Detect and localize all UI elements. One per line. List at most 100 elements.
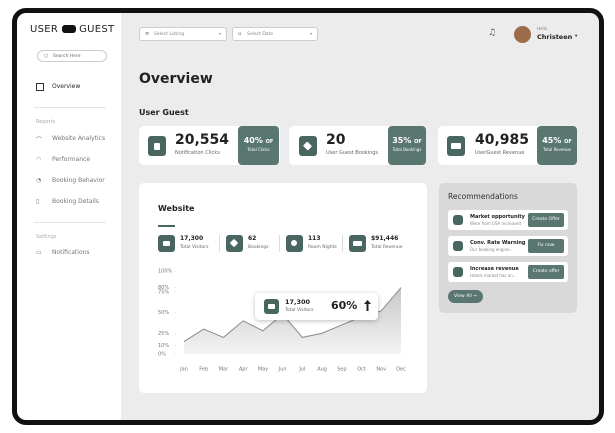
rec-icon bbox=[453, 241, 463, 251]
stat-icon bbox=[158, 235, 175, 252]
glyph bbox=[163, 241, 170, 246]
tooltip-label: Total Visitors bbox=[285, 308, 314, 313]
kpi-card: 20,554 Notification Clicks 40% OF Total … bbox=[139, 126, 280, 165]
kpi-label: Notification Clicks bbox=[175, 150, 220, 156]
nav-item[interactable]: Website Analytics bbox=[52, 135, 106, 142]
avatar[interactable] bbox=[514, 26, 531, 43]
x-tick-label: Aug bbox=[317, 367, 327, 373]
listing-select[interactable]: ≡ Select Listing ▾ bbox=[139, 27, 227, 41]
section-title: User Guest bbox=[139, 108, 189, 117]
kpi-share: 40% OF Total Clicks bbox=[238, 126, 279, 165]
share-label: Total Revenue bbox=[542, 147, 572, 152]
stat-label: Total Visitors bbox=[180, 245, 209, 250]
nav-icon: ▭ bbox=[36, 249, 42, 256]
nav-icon: ⌒ bbox=[36, 137, 43, 144]
share-label: Total Bookings bbox=[392, 147, 422, 152]
date-select[interactable]: ▫ Select Date ▾ bbox=[232, 27, 318, 41]
view-all-text: View All bbox=[454, 294, 472, 299]
kpi-share: 35% OF Total Bookings bbox=[388, 126, 426, 165]
nav-icon: ◠ bbox=[36, 156, 42, 163]
glyph bbox=[291, 240, 297, 246]
tooltip-icon bbox=[264, 299, 279, 314]
y-tick-label: 50% bbox=[158, 310, 169, 316]
recommendation: Increase revenue Hotels market has an...… bbox=[448, 262, 568, 282]
stat-label: Bookings bbox=[248, 245, 269, 250]
kpi-icon bbox=[299, 136, 317, 156]
x-tick-label: Nov bbox=[376, 367, 386, 373]
greeting: Hello bbox=[537, 26, 548, 31]
y-tick-label: 75% bbox=[158, 289, 169, 295]
arrow-icon: → bbox=[473, 294, 477, 299]
stat-icon bbox=[226, 235, 243, 252]
x-tick-label: Dec bbox=[396, 367, 406, 373]
y-tick-label: 80% bbox=[158, 285, 169, 291]
kpi-card: 20 User Guest Bookings 35% OF Total Book… bbox=[289, 126, 426, 165]
share-line: 45% OF bbox=[537, 136, 577, 145]
menu-icon: ≡ bbox=[145, 31, 150, 37]
nav-item[interactable]: Performance bbox=[52, 156, 91, 163]
search-icon: ○ bbox=[44, 53, 49, 59]
view-all-button[interactable]: View All → bbox=[448, 290, 483, 303]
y-tick-label: 10% bbox=[158, 343, 169, 349]
area-fill bbox=[184, 287, 401, 354]
stat-icon bbox=[286, 235, 303, 252]
rec-subtitle: Hotels market has an... bbox=[470, 273, 517, 278]
overview-icon bbox=[36, 83, 44, 91]
website-chart: 0% 10% 25% 50% 75%80% 100% Jan Feb Mar Apr May Jun J… bbox=[158, 269, 406, 373]
stat-value: 62 bbox=[248, 235, 257, 242]
search-box[interactable]: ○ Search Here bbox=[37, 50, 107, 62]
separator bbox=[342, 235, 343, 252]
share-of: OF bbox=[564, 139, 572, 145]
kpi-label: UserGuest Revenue bbox=[475, 150, 525, 156]
search-placeholder: Search Here bbox=[53, 53, 81, 59]
stat-value: 17,300 bbox=[180, 235, 204, 242]
nav-item[interactable]: Booking Details bbox=[52, 198, 99, 205]
rec-action[interactable]: Create offer bbox=[528, 265, 564, 279]
rec-icon bbox=[453, 267, 463, 277]
nav-overview[interactable]: Overview bbox=[52, 83, 81, 90]
share: 35% bbox=[392, 136, 412, 145]
y-tick-label: 100% bbox=[158, 269, 173, 275]
rec-subtitle: Our booking engine... bbox=[470, 247, 514, 252]
logo: USER GUEST bbox=[30, 24, 114, 35]
user-name[interactable]: Christeen bbox=[537, 33, 573, 41]
rec-action[interactable]: Fix now bbox=[528, 239, 564, 253]
up-arrow bbox=[364, 300, 371, 311]
x-tick-label: Apr bbox=[239, 367, 249, 373]
recommendations-panel: Recommendations Market opportunity Were … bbox=[439, 183, 577, 313]
x-tick-label: Feb bbox=[199, 367, 208, 373]
x-tick-label: Sep bbox=[337, 367, 346, 373]
recommendations-title: Recommendations bbox=[448, 192, 518, 201]
bell-icon[interactable]: ♫ bbox=[488, 28, 497, 38]
calendar-icon: ▫ bbox=[238, 31, 242, 37]
x-tick-label: May bbox=[258, 367, 268, 373]
kpi-share: 45% OF Total Revenue bbox=[537, 126, 577, 165]
select-text: Select Listing bbox=[154, 32, 185, 37]
glyph bbox=[154, 143, 160, 150]
recommendation: Market opportunity Were from USA increas… bbox=[448, 210, 568, 230]
page-title: Overview bbox=[139, 71, 213, 87]
stat-value: $91,446 bbox=[371, 235, 399, 242]
website-panel: Website 17,300 Total Visitors 62 Booking… bbox=[139, 183, 427, 393]
reports-heading: Reports bbox=[36, 119, 56, 125]
caret: ▾ bbox=[218, 31, 221, 36]
rec-title: Conv. Rate Warning bbox=[470, 240, 526, 246]
nav-item[interactable]: Notifications bbox=[52, 249, 90, 256]
glyph bbox=[302, 141, 313, 151]
kpi-card: 40,985 UserGuest Revenue 45% OF Total Re… bbox=[438, 126, 577, 165]
glyph bbox=[229, 238, 239, 248]
share-line: 40% OF bbox=[238, 136, 279, 145]
x-tick-label: Jun bbox=[278, 367, 287, 373]
share: 45% bbox=[542, 136, 562, 145]
nav-item[interactable]: Booking Behavior bbox=[52, 177, 105, 184]
logo-mark bbox=[61, 25, 76, 33]
tooltip-percent: 60% bbox=[331, 299, 358, 312]
separator bbox=[279, 235, 280, 252]
tooltip-value: 17,300 bbox=[285, 298, 311, 306]
share-of: OF bbox=[265, 139, 274, 145]
divider bbox=[34, 107, 106, 108]
share-of: OF bbox=[414, 139, 422, 145]
rec-action[interactable]: Create Offer bbox=[528, 213, 564, 227]
glyph bbox=[451, 143, 461, 149]
